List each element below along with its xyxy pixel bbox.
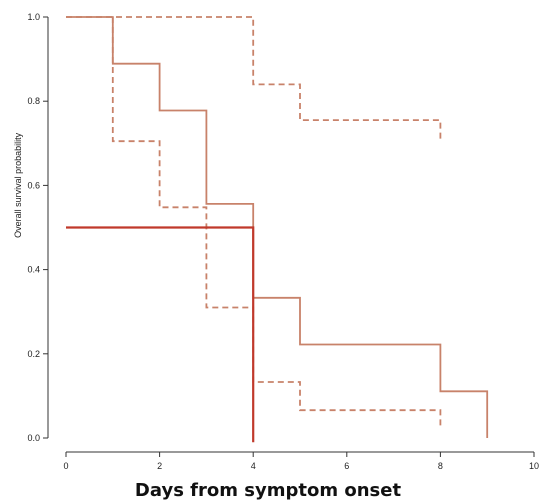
y-tick-label: 0.4	[27, 265, 40, 275]
y-axis-title: Overall survival probability	[13, 132, 23, 238]
x-tick-label: 0	[63, 461, 68, 471]
x-tick-label: 4	[251, 461, 256, 471]
x-tick-label: 8	[438, 461, 443, 471]
x-axis-title: Days from symptom onset	[135, 480, 402, 501]
series-line-4	[66, 226, 255, 443]
x-tick-label: 2	[157, 461, 162, 471]
series-layer	[66, 16, 489, 443]
series-line-3	[111, 17, 442, 428]
axes: 0.0 0.2 0.4 0.6 0.8 1.0 0 2 4 6 8 10	[27, 12, 539, 471]
y-tick-label: 0.8	[27, 96, 40, 106]
x-tick-label: 10	[529, 461, 539, 471]
series-line-1	[66, 16, 489, 438]
series-line-2	[66, 16, 442, 140]
x-tick-label: 6	[344, 461, 349, 471]
y-tick-label: 1.0	[27, 12, 40, 22]
y-tick-label: 0.6	[27, 180, 40, 190]
y-tick-label: 0.0	[27, 433, 40, 443]
y-tick-label: 0.2	[27, 349, 40, 359]
